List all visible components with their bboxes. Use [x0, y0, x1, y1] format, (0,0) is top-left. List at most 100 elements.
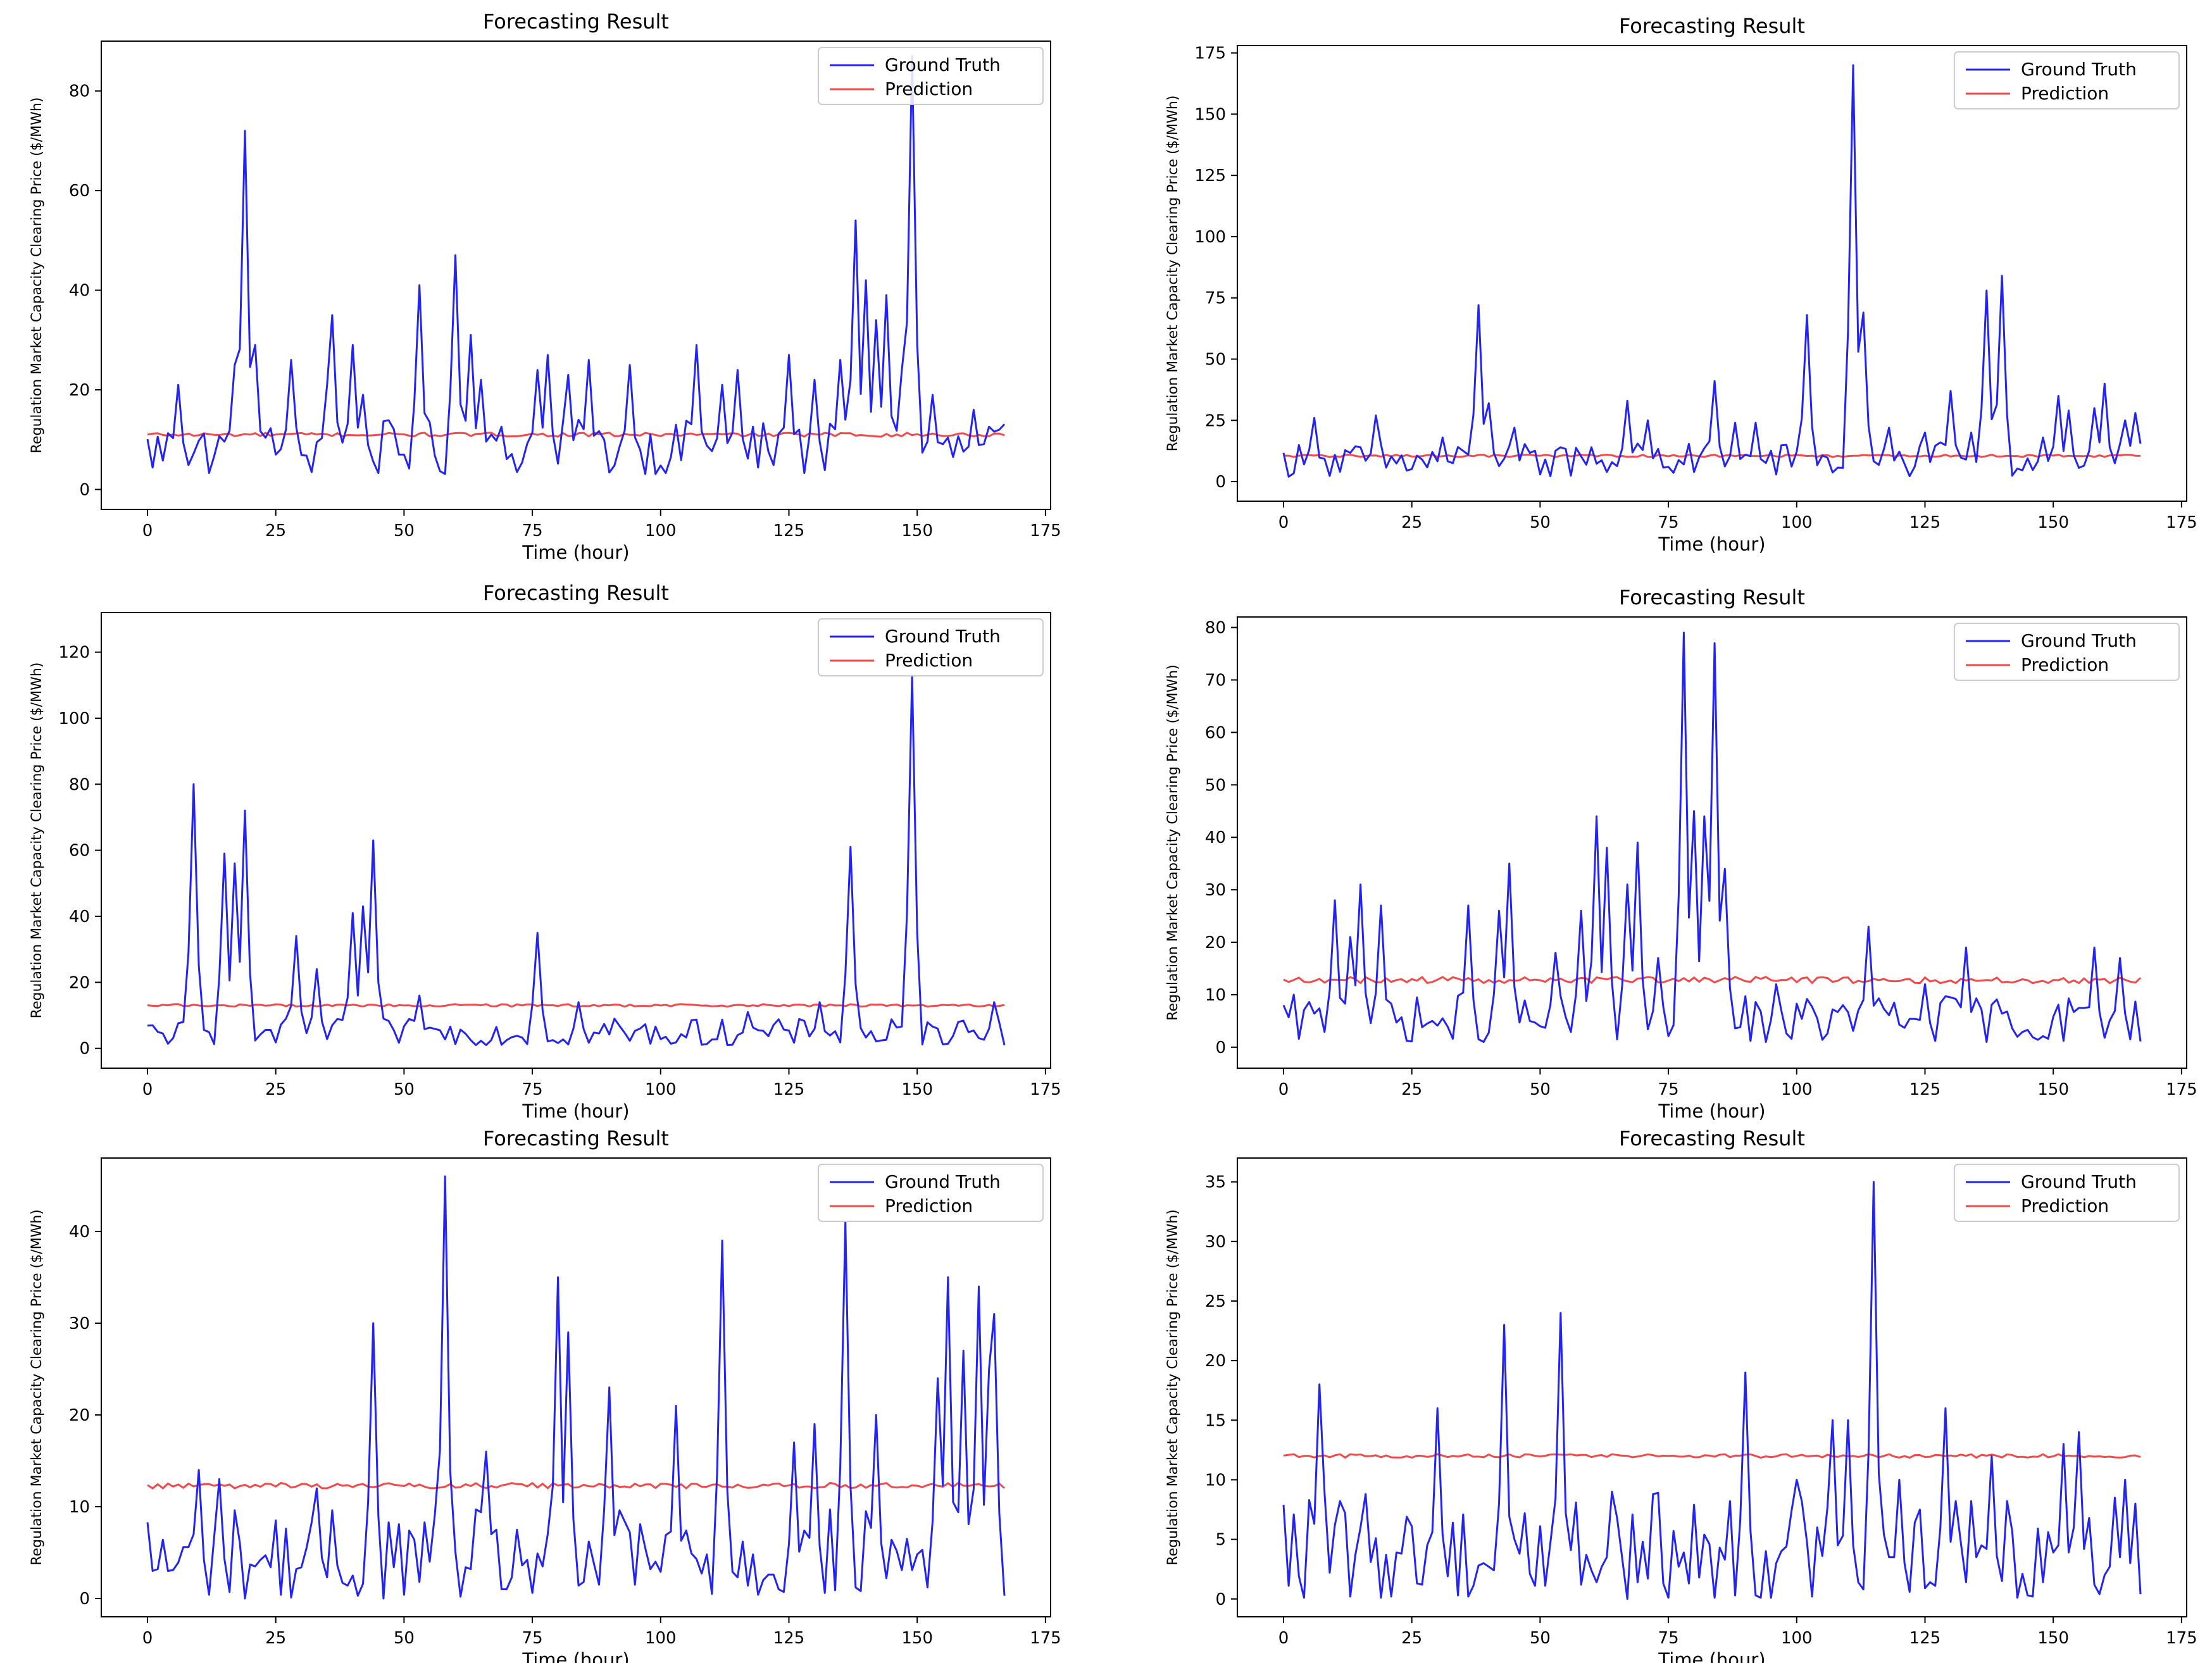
x-tick-label: 25: [1401, 1080, 1422, 1099]
y-tick-label: 30: [1205, 1233, 1226, 1252]
legend-box: [818, 47, 1044, 105]
x-tick-label: 150: [901, 1080, 933, 1099]
y-axis-label: Regulation Market Capacity Clearing Pric…: [1165, 664, 1181, 1021]
x-tick-label: 125: [773, 1080, 805, 1099]
y-tick-label: 0: [79, 1590, 90, 1609]
ground-truth-line: [146, 55, 1006, 475]
y-tick-label: 20: [69, 381, 90, 400]
x-tick-label: 50: [1530, 1629, 1551, 1648]
y-tick-label: 50: [1205, 776, 1226, 795]
chart-title: Forecasting Result: [1619, 1126, 1805, 1150]
x-tick-label: 125: [1909, 1080, 1941, 1099]
y-axis-label: Regulation Market Capacity Clearing Pric…: [29, 663, 45, 1019]
chart-title: Forecasting Result: [483, 9, 669, 34]
y-tick-label: 0: [1215, 1590, 1226, 1609]
legend-ground-truth-label: Ground Truth: [885, 1171, 1001, 1192]
y-tick-label: 40: [69, 1223, 90, 1242]
x-tick-label: 175: [2166, 513, 2197, 532]
x-tick-label: 150: [2037, 513, 2069, 532]
x-tick-label: 75: [1658, 1629, 1679, 1648]
legend-ground-truth-label: Ground Truth: [2021, 59, 2137, 80]
plot-frame: [1237, 1157, 2187, 1617]
x-tick-label: 100: [1781, 1080, 1813, 1099]
x-tick-label: 0: [1278, 1629, 1289, 1648]
y-tick-label: 40: [69, 282, 90, 301]
ground-truth-line: [1282, 1181, 2142, 1600]
y-tick-label: 125: [1194, 166, 1226, 185]
x-tick-label: 50: [394, 1629, 415, 1648]
prediction-line: [1283, 1453, 2141, 1459]
x-tick-label: 150: [901, 521, 933, 540]
x-tick-label: 0: [1278, 513, 1289, 532]
x-tick-label: 0: [142, 521, 153, 540]
prediction-line: [1283, 453, 2141, 458]
legend-box: [1954, 1164, 2180, 1222]
x-tick-label: 50: [394, 521, 415, 540]
y-tick-label: 0: [1215, 473, 1226, 492]
y-tick-label: 20: [69, 973, 90, 992]
x-tick-label: 100: [645, 1629, 677, 1648]
x-tick-label: 150: [901, 1629, 933, 1648]
x-tick-label: 50: [1530, 1080, 1551, 1099]
x-tick-label: 25: [265, 521, 286, 540]
chart-title: Forecasting Result: [1619, 14, 1805, 38]
x-tick-label: 75: [1658, 1080, 1679, 1099]
x-axis-label: Time (hour): [1658, 1649, 1765, 1663]
x-axis-label: Time (hour): [522, 1100, 629, 1122]
x-axis-label: Time (hour): [1658, 1100, 1765, 1122]
legend-prediction-label: Prediction: [885, 78, 973, 99]
y-tick-label: 35: [1205, 1173, 1226, 1192]
x-tick-label: 25: [265, 1629, 286, 1648]
legend-box: [818, 618, 1044, 676]
plot-frame: [1237, 616, 2187, 1069]
y-tick-label: 20: [1205, 933, 1226, 952]
y-tick-label: 20: [69, 1406, 90, 1425]
x-tick-label: 0: [142, 1629, 153, 1648]
y-tick-label: 50: [1205, 350, 1226, 369]
x-tick-label: 100: [1781, 1629, 1813, 1648]
legend-box: [818, 1164, 1044, 1222]
x-tick-label: 175: [2166, 1080, 2197, 1099]
y-tick-label: 15: [1205, 1411, 1226, 1430]
x-axis-label: Time (hour): [522, 542, 629, 563]
y-axis-label: Regulation Market Capacity Clearing Pric…: [29, 1209, 45, 1566]
y-tick-label: 60: [1205, 723, 1226, 742]
legend: Ground Truth Prediction: [1954, 623, 2180, 681]
x-axis-label: Time (hour): [522, 1649, 629, 1663]
y-tick-label: 5: [1215, 1531, 1226, 1550]
ground-truth-line: [1282, 632, 2142, 1043]
x-tick-label: 175: [1030, 521, 1061, 540]
ground-truth-line: [147, 674, 1006, 1046]
x-tick-label: 150: [2037, 1080, 2069, 1099]
legend-prediction-label: Prediction: [885, 650, 973, 671]
y-tick-label: 80: [1205, 619, 1226, 638]
x-tick-label: 125: [1909, 513, 1941, 532]
y-tick-label: 10: [1205, 1471, 1226, 1490]
y-tick-label: 100: [1194, 228, 1226, 247]
x-axis-label: Time (hour): [1658, 533, 1765, 555]
x-tick-label: 100: [645, 521, 677, 540]
plot-frame: [101, 1157, 1051, 1617]
chart-title: Forecasting Result: [483, 581, 669, 605]
x-tick-label: 100: [1781, 513, 1813, 532]
y-tick-label: 40: [69, 907, 90, 926]
y-tick-label: 175: [1194, 44, 1226, 63]
y-tick-label: 70: [1205, 671, 1226, 690]
x-tick-label: 50: [394, 1080, 415, 1099]
y-tick-label: 0: [79, 1040, 90, 1059]
x-tick-label: 50: [1530, 513, 1551, 532]
x-tick-label: 125: [773, 521, 805, 540]
legend: Ground Truth Prediction: [818, 47, 1044, 105]
chart-panel-1: Forecasting Result 0 25 50 75 100 125 150 175 0 20…: [29, 9, 1061, 563]
x-tick-label: 100: [645, 1080, 677, 1099]
chart-panel-5: Forecasting Result 0 25 50 75 100 125 150 175 0 10…: [29, 1126, 1061, 1663]
legend-ground-truth-label: Ground Truth: [2021, 1171, 2137, 1192]
legend-prediction-label: Prediction: [2021, 83, 2109, 104]
x-tick-label: 25: [1401, 513, 1422, 532]
y-axis-label: Regulation Market Capacity Clearing Pric…: [29, 97, 45, 454]
y-tick-label: 25: [1205, 411, 1226, 430]
chart-title: Forecasting Result: [1619, 585, 1805, 609]
plot-frame: [1237, 45, 2187, 502]
ground-truth-line: [1282, 64, 2142, 478]
